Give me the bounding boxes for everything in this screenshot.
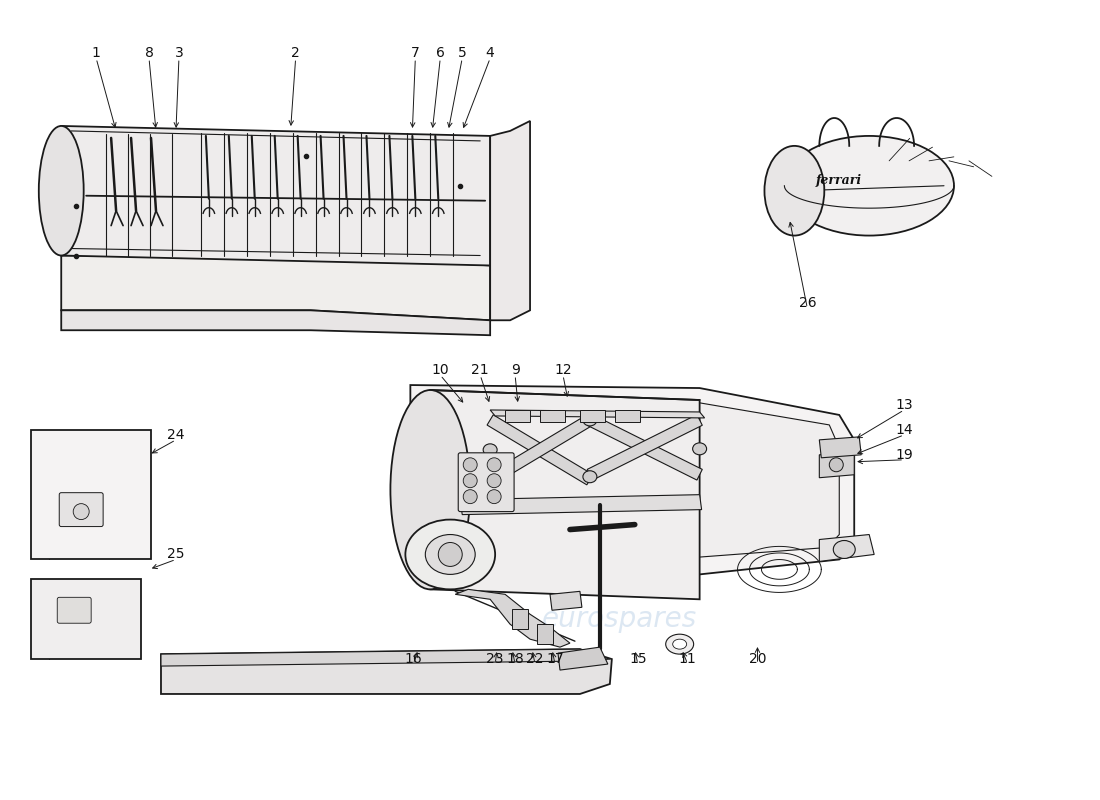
Ellipse shape (390, 390, 470, 590)
Text: 7: 7 (411, 46, 420, 60)
Circle shape (463, 458, 477, 472)
Text: 11: 11 (679, 652, 696, 666)
Polygon shape (460, 494, 702, 514)
Polygon shape (62, 126, 491, 266)
FancyBboxPatch shape (59, 493, 103, 526)
Polygon shape (31, 579, 141, 659)
Polygon shape (587, 414, 702, 480)
Text: 17: 17 (547, 652, 564, 666)
FancyBboxPatch shape (57, 598, 91, 623)
Circle shape (463, 474, 477, 488)
Polygon shape (550, 591, 582, 610)
Text: 6: 6 (436, 46, 444, 60)
Polygon shape (31, 430, 151, 559)
Ellipse shape (39, 126, 84, 255)
Ellipse shape (583, 470, 597, 482)
Ellipse shape (483, 444, 497, 456)
Text: 20: 20 (749, 652, 767, 666)
Polygon shape (820, 437, 861, 458)
Polygon shape (410, 385, 855, 574)
Ellipse shape (784, 136, 954, 235)
Text: 5: 5 (458, 46, 466, 60)
Circle shape (438, 542, 462, 566)
Polygon shape (455, 590, 570, 647)
Text: 13: 13 (895, 398, 913, 412)
Polygon shape (587, 414, 702, 480)
Ellipse shape (426, 534, 475, 574)
Polygon shape (505, 410, 530, 422)
Text: 23: 23 (486, 652, 504, 666)
Polygon shape (491, 121, 530, 320)
Text: 21: 21 (472, 363, 490, 377)
Text: 15: 15 (629, 652, 647, 666)
Polygon shape (513, 610, 528, 630)
Text: 22: 22 (526, 652, 543, 666)
Text: 8: 8 (144, 46, 154, 60)
Circle shape (487, 490, 502, 504)
Text: 1: 1 (91, 46, 100, 60)
Circle shape (463, 490, 477, 504)
Polygon shape (580, 410, 605, 422)
Polygon shape (537, 624, 553, 644)
Text: 9: 9 (510, 363, 519, 377)
Polygon shape (540, 410, 565, 422)
Text: 2: 2 (292, 46, 300, 60)
Circle shape (487, 458, 502, 472)
Text: 19: 19 (895, 448, 913, 462)
Text: eurospares: eurospares (204, 172, 359, 200)
Text: 26: 26 (799, 296, 816, 310)
Ellipse shape (673, 639, 686, 649)
Circle shape (74, 504, 89, 519)
Text: ferrari: ferrari (816, 174, 862, 187)
Polygon shape (430, 400, 839, 558)
Text: 24: 24 (167, 428, 185, 442)
Polygon shape (161, 649, 609, 666)
Polygon shape (491, 410, 705, 418)
Text: 4: 4 (486, 46, 495, 60)
Ellipse shape (666, 634, 694, 654)
Text: 16: 16 (405, 652, 422, 666)
Ellipse shape (583, 414, 597, 426)
Text: 12: 12 (554, 363, 572, 377)
Polygon shape (161, 649, 612, 694)
Polygon shape (62, 255, 491, 320)
Ellipse shape (406, 519, 495, 590)
Ellipse shape (834, 541, 855, 558)
Polygon shape (430, 390, 700, 599)
Ellipse shape (693, 443, 706, 455)
Polygon shape (615, 410, 640, 422)
Text: 25: 25 (167, 547, 185, 562)
Polygon shape (820, 452, 855, 478)
Polygon shape (558, 647, 608, 670)
Text: 10: 10 (431, 363, 449, 377)
Text: 18: 18 (506, 652, 524, 666)
Ellipse shape (764, 146, 824, 235)
Polygon shape (487, 415, 593, 485)
Polygon shape (820, 534, 874, 562)
Circle shape (487, 474, 502, 488)
Text: 14: 14 (895, 423, 913, 437)
Text: eurospares: eurospares (542, 606, 697, 634)
FancyBboxPatch shape (459, 453, 514, 512)
Polygon shape (62, 310, 491, 335)
Text: 3: 3 (175, 46, 184, 60)
Polygon shape (487, 415, 593, 485)
Circle shape (829, 458, 844, 472)
